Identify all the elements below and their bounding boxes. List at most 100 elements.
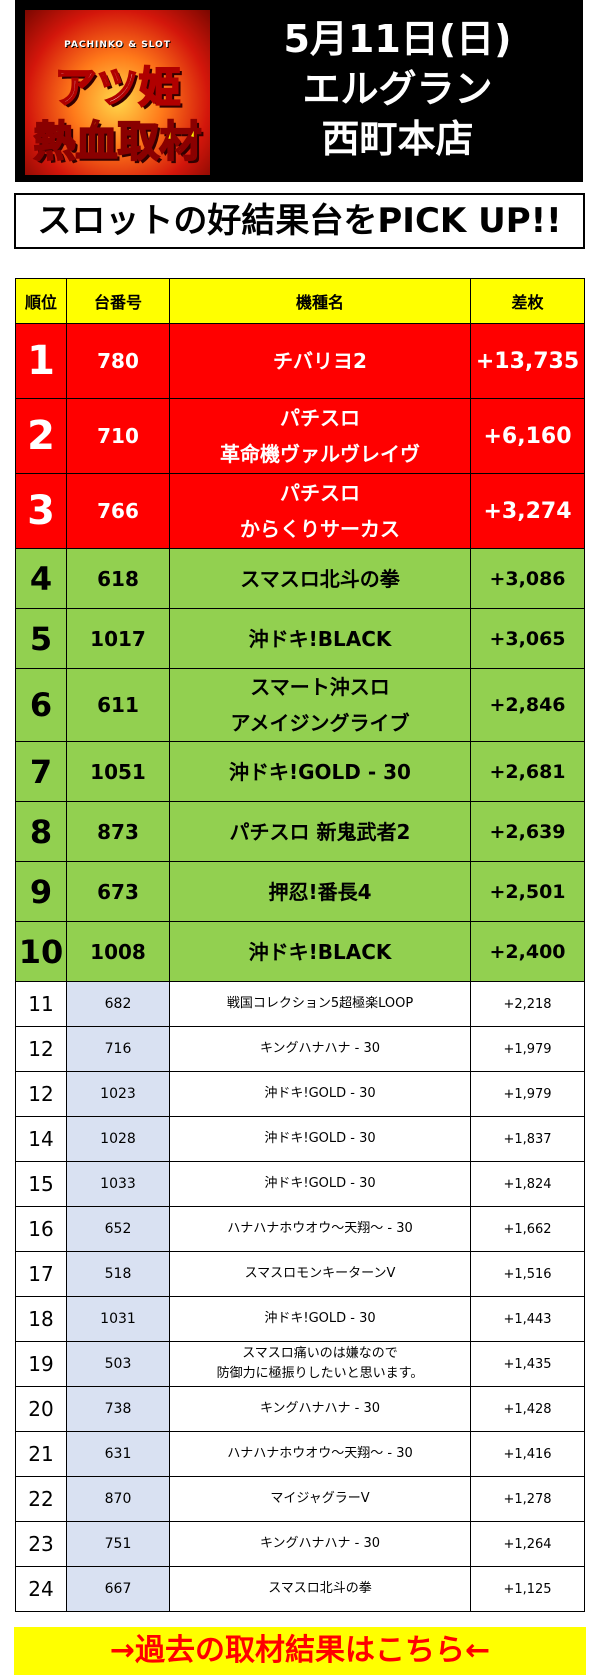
table-row: 8 873 パチスロ 新鬼武者2 +2,639 bbox=[15, 801, 585, 862]
table-row: 7 1051 沖ドキ!GOLD - 30 +2,681 bbox=[15, 741, 585, 802]
logo-line1: アツ姫 bbox=[53, 62, 181, 113]
machine-name-line: 沖ドキ!GOLD - 30 bbox=[264, 1311, 376, 1326]
rank-cell: 16 bbox=[15, 1206, 67, 1252]
table-row: 22 870 マイジャグラーV +1,278 bbox=[15, 1476, 585, 1522]
machine-name-line: からくりサーカス bbox=[240, 517, 400, 541]
machine-name-line: パチスロ 新鬼武者2 bbox=[229, 819, 411, 844]
rank-cell: 11 bbox=[15, 981, 67, 1027]
coin-difference-cell: +1,979 bbox=[470, 1071, 585, 1117]
rank-cell: 23 bbox=[15, 1521, 67, 1567]
logo-subtext: PACHINKO & SLOT bbox=[64, 40, 171, 50]
rank-cell: 12 bbox=[15, 1071, 67, 1117]
coin-difference-cell: +3,065 bbox=[470, 608, 585, 669]
coin-difference-cell: +2,218 bbox=[470, 981, 585, 1027]
machine-name-line: 沖ドキ!GOLD - 30 bbox=[264, 1131, 376, 1146]
table-row: 21 631 ハナハナホウオウ～天翔～ - 30 +1,416 bbox=[15, 1431, 585, 1477]
machine-name-cell: 沖ドキ!GOLD - 30 bbox=[169, 1071, 471, 1117]
machine-name-cell: パチスロ 新鬼武者2 bbox=[169, 801, 471, 862]
machine-number-cell: 870 bbox=[66, 1476, 170, 1522]
machine-name-cell: 沖ドキ!GOLD - 30 bbox=[169, 1116, 471, 1162]
machine-name-cell: キングハナハナ - 30 bbox=[169, 1521, 471, 1567]
rank-cell: 22 bbox=[15, 1476, 67, 1522]
coin-difference-cell: +1,824 bbox=[470, 1161, 585, 1207]
machine-name-cell: 沖ドキ!BLACK bbox=[169, 921, 471, 982]
table-row: 11 682 戦国コレクション5超極楽LOOP +2,218 bbox=[15, 981, 585, 1027]
rank-cell: 10 bbox=[15, 921, 67, 982]
rank-cell: 12 bbox=[15, 1026, 67, 1072]
machine-name-line: スマスロ痛いのは嫌なので bbox=[242, 1346, 398, 1361]
machine-number-cell: 710 bbox=[66, 398, 170, 474]
machine-name-line: スマート沖スロ bbox=[250, 675, 390, 699]
coin-difference-cell: +1,125 bbox=[470, 1566, 585, 1612]
rank-cell: 19 bbox=[15, 1341, 67, 1387]
table-row: 9 673 押忍!番長4 +2,501 bbox=[15, 861, 585, 922]
header-coin-difference: 差枚 bbox=[470, 278, 585, 324]
machine-name-line: ハナハナホウオウ～天翔～ - 30 bbox=[227, 1221, 413, 1236]
ranking-table: 順位 台番号 機種名 差枚 1 780 チバリヨ2 +13,735 2 710 パチスロ 革命… bbox=[15, 278, 585, 1612]
machine-number-cell: 682 bbox=[66, 981, 170, 1027]
rank-cell: 24 bbox=[15, 1566, 67, 1612]
rank-cell: 7 bbox=[15, 741, 67, 802]
machine-name-line: 防御力に極振りしたいと思います。 bbox=[216, 1366, 424, 1381]
rank-cell: 4 bbox=[15, 548, 67, 609]
rank-cell: 2 bbox=[15, 398, 67, 474]
coin-difference-cell: +2,681 bbox=[470, 741, 585, 802]
machine-name-line: スマスロ北斗の拳 bbox=[268, 1581, 372, 1596]
table-row: 5 1017 沖ドキ!BLACK +3,065 bbox=[15, 608, 585, 669]
coin-difference-cell: +1,662 bbox=[470, 1206, 585, 1252]
machine-name-cell: 沖ドキ!GOLD - 30 bbox=[169, 741, 471, 802]
machine-name-line: 沖ドキ!GOLD - 30 bbox=[229, 759, 411, 784]
atsuhime-logo: PACHINKO & SLOT アツ姫 熱血取材 bbox=[25, 10, 210, 175]
coin-difference-cell: +1,516 bbox=[470, 1251, 585, 1297]
machine-number-cell: 751 bbox=[66, 1521, 170, 1567]
table-row: 16 652 ハナハナホウオウ～天翔～ - 30 +1,662 bbox=[15, 1206, 585, 1252]
machine-number-cell: 1028 bbox=[66, 1116, 170, 1162]
machine-number-cell: 1033 bbox=[66, 1161, 170, 1207]
machine-number-cell: 1031 bbox=[66, 1296, 170, 1342]
coin-difference-cell: +2,639 bbox=[470, 801, 585, 862]
coin-difference-cell: +3,086 bbox=[470, 548, 585, 609]
event-date: 5月11日(日) bbox=[283, 17, 512, 61]
machine-name-cell: キングハナハナ - 30 bbox=[169, 1386, 471, 1432]
machine-number-cell: 618 bbox=[66, 548, 170, 609]
machine-number-cell: 631 bbox=[66, 1431, 170, 1477]
machine-name-line: キングハナハナ - 30 bbox=[259, 1041, 381, 1056]
machine-name-cell: 押忍!番長4 bbox=[169, 861, 471, 922]
machine-name-line: 沖ドキ!BLACK bbox=[248, 626, 392, 651]
rank-cell: 8 bbox=[15, 801, 67, 862]
machine-number-cell: 652 bbox=[66, 1206, 170, 1252]
rank-cell: 21 bbox=[15, 1431, 67, 1477]
machine-number-cell: 780 bbox=[66, 323, 170, 399]
table-row: 23 751 キングハナハナ - 30 +1,264 bbox=[15, 1521, 585, 1567]
machine-name-cell: ハナハナホウオウ～天翔～ - 30 bbox=[169, 1206, 471, 1252]
machine-name-line: アメイジングライブ bbox=[230, 711, 410, 735]
machine-name-line: 沖ドキ!GOLD - 30 bbox=[264, 1176, 376, 1191]
header-machine-number: 台番号 bbox=[66, 278, 170, 324]
table-row: 10 1008 沖ドキ!BLACK +2,400 bbox=[15, 921, 585, 982]
machine-number-cell: 518 bbox=[66, 1251, 170, 1297]
coin-difference-cell: +1,443 bbox=[470, 1296, 585, 1342]
table-row: 3 766 パチスロ からくりサーカス +3,274 bbox=[15, 473, 585, 549]
machine-name-cell: パチスロ 革命機ヴァルヴレイヴ bbox=[169, 398, 471, 474]
table-row: 19 503 スマスロ痛いのは嫌なので 防御力に極振りしたいと思います。 +1,435 bbox=[15, 1341, 585, 1387]
coin-difference-cell: +2,501 bbox=[470, 861, 585, 922]
machine-number-cell: 716 bbox=[66, 1026, 170, 1072]
machine-number-cell: 667 bbox=[66, 1566, 170, 1612]
machine-name-cell: ハナハナホウオウ～天翔～ - 30 bbox=[169, 1431, 471, 1477]
coin-difference-cell: +1,278 bbox=[470, 1476, 585, 1522]
past-results-link[interactable]: →過去の取材結果はこちら← bbox=[14, 1627, 586, 1675]
rank-cell: 3 bbox=[15, 473, 67, 549]
machine-number-cell: 1023 bbox=[66, 1071, 170, 1117]
machine-name-line: 沖ドキ!GOLD - 30 bbox=[264, 1086, 376, 1101]
machine-name-cell: スマスロ北斗の拳 bbox=[169, 548, 471, 609]
header-banner: PACHINKO & SLOT アツ姫 熱血取材 5月11日(日) エルグラン … bbox=[15, 0, 583, 182]
table-row: 12 1023 沖ドキ!GOLD - 30 +1,979 bbox=[15, 1071, 585, 1117]
machine-number-cell: 1017 bbox=[66, 608, 170, 669]
machine-name-line: 押忍!番長4 bbox=[268, 879, 372, 904]
machine-name-cell: マイジャグラーV bbox=[169, 1476, 471, 1522]
table-row: 2 710 パチスロ 革命機ヴァルヴレイヴ +6,160 bbox=[15, 398, 585, 474]
machine-number-cell: 1051 bbox=[66, 741, 170, 802]
machine-number-cell: 873 bbox=[66, 801, 170, 862]
coin-difference-cell: +1,264 bbox=[470, 1521, 585, 1567]
rank-cell: 1 bbox=[15, 323, 67, 399]
